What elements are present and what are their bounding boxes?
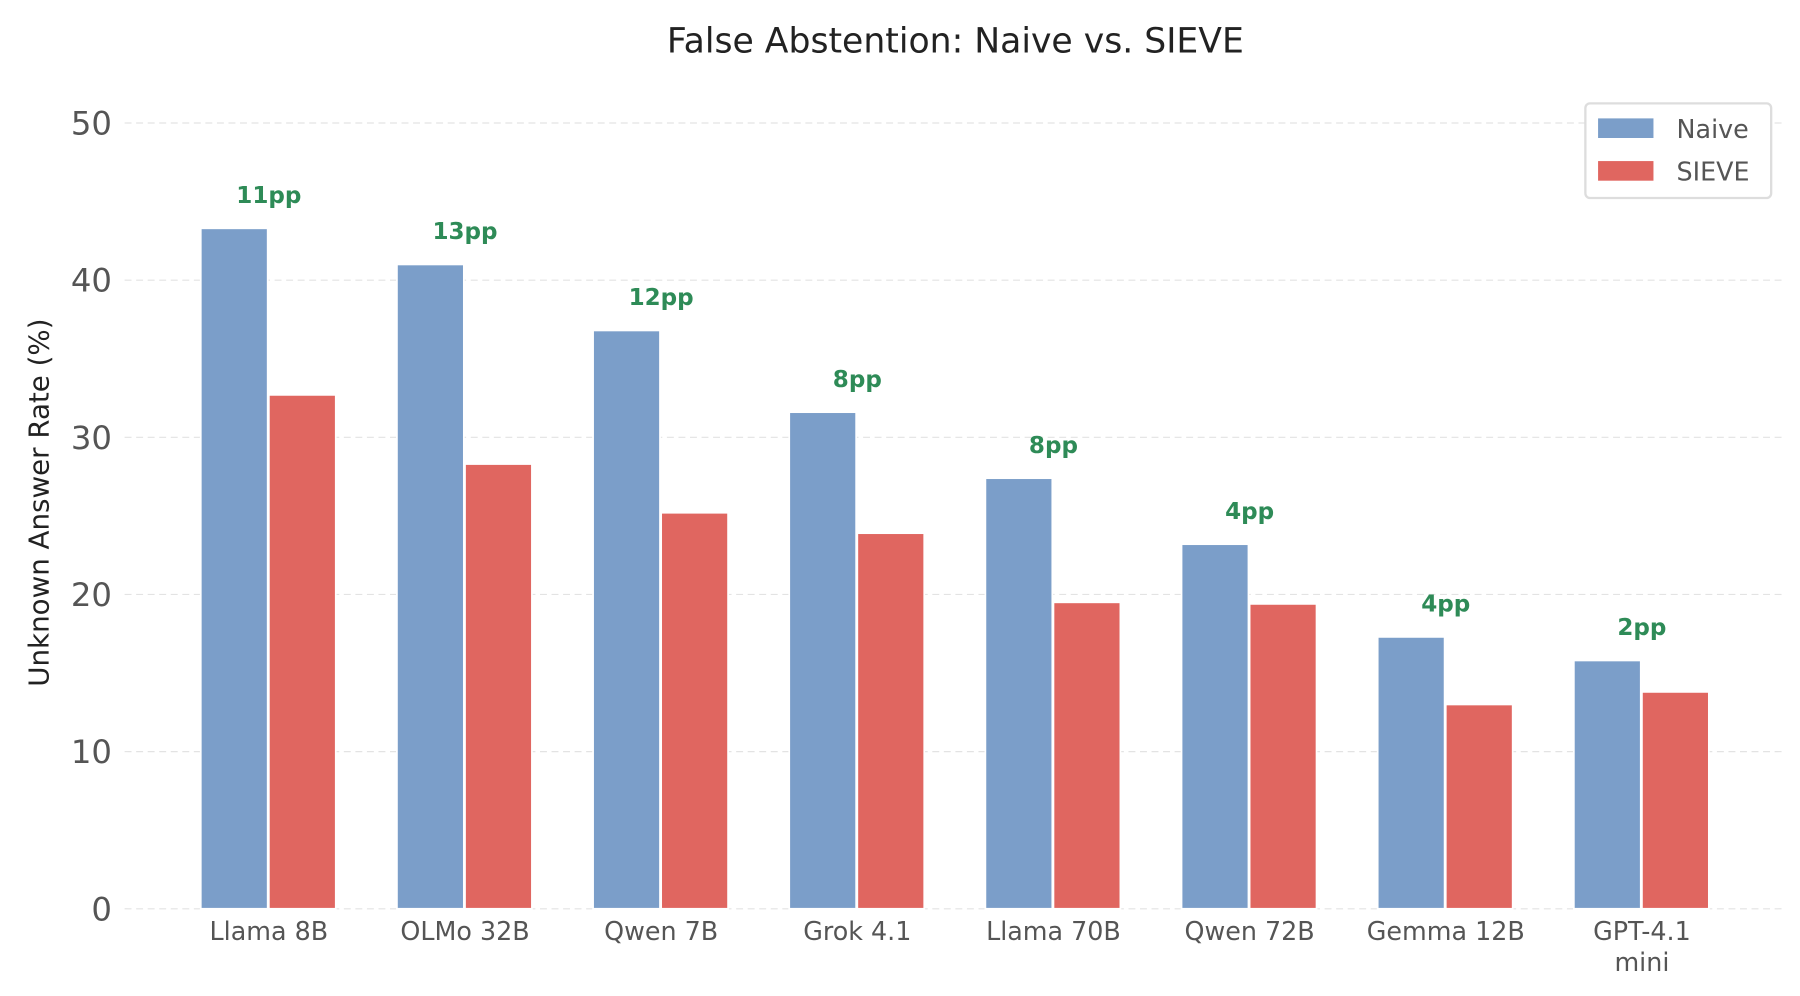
bar-sieve	[267, 394, 337, 910]
legend-label-sieve: SIEVE	[1677, 157, 1750, 187]
y-tick-label: 10	[71, 733, 112, 771]
bar-naive	[396, 263, 465, 910]
legend-swatch-naive	[1598, 118, 1654, 138]
bar-naive	[1376, 636, 1446, 910]
x-tick-label: Llama 70B	[986, 916, 1121, 946]
difference-label: 8pp	[1029, 433, 1078, 459]
x-tick-label: Gemma 12B	[1367, 916, 1525, 946]
legend-label-naive: Naive	[1677, 114, 1749, 144]
difference-label: 4pp	[1421, 592, 1470, 618]
y-tick-label: 50	[71, 105, 112, 143]
difference-label: 4pp	[1225, 499, 1274, 525]
x-tick-label: Grok 4.1	[803, 916, 911, 946]
x-tick-label: OLMo 32B	[400, 916, 529, 946]
bar-naive	[199, 227, 269, 910]
bar-sieve	[1444, 703, 1514, 910]
x-tick-label: GPT-4.1 mini	[1593, 916, 1691, 977]
bar-naive	[1180, 543, 1250, 910]
bar-naive	[788, 411, 858, 910]
difference-label: 13pp	[432, 219, 497, 245]
x-tick-label: Qwen 7B	[604, 916, 718, 946]
bar-naive	[984, 477, 1054, 910]
y-tick-label: 20	[71, 576, 112, 614]
bar-sieve	[660, 511, 729, 910]
bar-sieve	[1248, 603, 1318, 910]
legend: Naive SIEVE	[1584, 102, 1773, 200]
y-tick-label: 30	[71, 419, 112, 457]
x-tick-label: Llama 8B	[210, 916, 329, 946]
bar-naive	[592, 329, 661, 910]
legend-swatch-sieve	[1598, 161, 1654, 181]
bar-sieve	[856, 532, 926, 910]
difference-label: 2pp	[1617, 615, 1666, 641]
chart-title: False Abstention: Naive vs. SIEVE	[667, 22, 1244, 62]
bar-sieve	[1052, 601, 1122, 910]
difference-label: 8pp	[833, 367, 882, 393]
y-tick-label: 0	[91, 890, 112, 928]
difference-label: 11pp	[236, 183, 301, 209]
bar-sieve	[464, 463, 533, 910]
bar-sieve	[1641, 691, 1710, 910]
bar-naive	[1572, 659, 1642, 910]
difference-label: 12pp	[629, 285, 694, 311]
y-axis-label: Unknown Answer Rate (%)	[22, 318, 55, 686]
y-tick-label: 40	[71, 262, 112, 300]
x-tick-label: Qwen 72B	[1185, 916, 1315, 946]
